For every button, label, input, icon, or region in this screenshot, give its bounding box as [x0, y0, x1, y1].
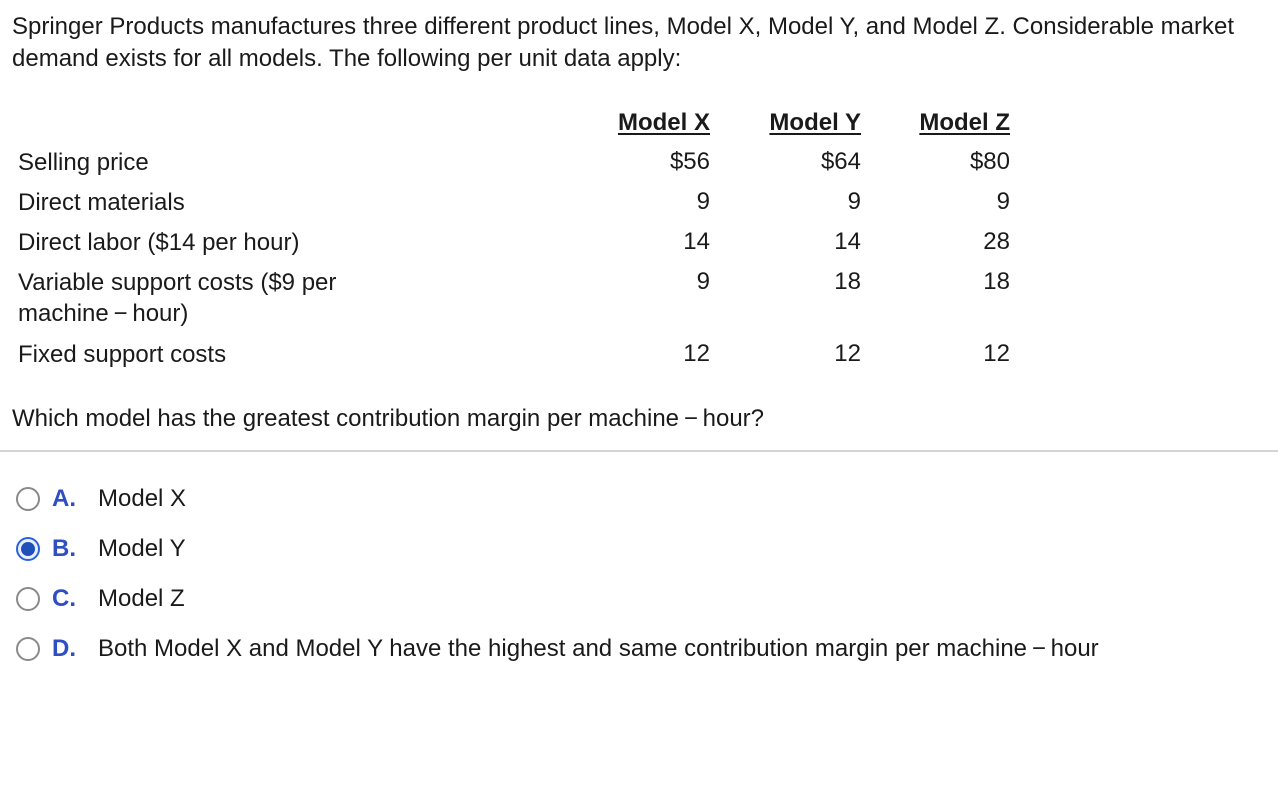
- cell-direct-labor-z: 28: [983, 228, 1010, 255]
- cell-direct-materials-y: 9: [847, 188, 861, 215]
- divider: [0, 450, 1278, 452]
- row-label-direct-materials: Direct materials: [18, 189, 185, 216]
- cell-direct-labor-x: 14: [683, 228, 710, 255]
- cell-variable-support-y: 18: [834, 268, 861, 295]
- option-c-text: Model Z: [98, 585, 185, 612]
- radio-button-option-b-selected[interactable]: [16, 537, 40, 561]
- cell-fixed-support-y: 12: [834, 340, 861, 367]
- cell-selling-price-y: $64: [820, 148, 861, 175]
- cell-variable-support-x: 9: [696, 268, 710, 295]
- cell-direct-labor-y: 14: [834, 228, 861, 255]
- radio-button-option-c[interactable]: [16, 587, 40, 611]
- cell-variable-support-z: 18: [983, 268, 1010, 295]
- option-d-letter: D.: [52, 635, 76, 662]
- option-c-letter: C.: [52, 585, 76, 612]
- question-text: Which model has the greatest contributio…: [12, 405, 765, 432]
- cell-selling-price-x: $56: [669, 148, 710, 175]
- cell-fixed-support-x: 12: [683, 340, 710, 367]
- option-c[interactable]: C. Model Z: [16, 584, 185, 614]
- option-b-letter: B.: [52, 535, 76, 562]
- option-b-text: Model Y: [98, 535, 186, 562]
- column-header-model-x: Model X: [617, 109, 710, 136]
- column-header-model-z: Model Z: [919, 109, 1010, 136]
- column-header-model-y: Model Y: [769, 109, 861, 136]
- cell-fixed-support-z: 12: [983, 340, 1010, 367]
- option-d-text: Both Model X and Model Y have the highes…: [98, 635, 1099, 662]
- row-label-variable-support-costs: Variable support costs ($9 per machine −…: [18, 269, 337, 327]
- row-label-fixed-support-costs: Fixed support costs: [18, 341, 227, 368]
- cell-selling-price-z: $80: [969, 148, 1010, 175]
- option-a-text: Model X: [98, 485, 187, 512]
- row-label-selling-price: Selling price: [18, 149, 149, 176]
- radio-button-option-d[interactable]: [16, 637, 40, 661]
- row-label-direct-labor: Direct labor ($14 per hour): [18, 229, 300, 256]
- cell-direct-materials-z: 9: [996, 188, 1010, 215]
- option-a-letter: A.: [52, 485, 76, 512]
- radio-button-option-a[interactable]: [16, 487, 40, 511]
- option-d[interactable]: D. Both Model X and Model Y have the hig…: [16, 634, 1099, 664]
- option-b[interactable]: B. Model Y: [16, 534, 186, 564]
- problem-intro: Springer Products manufactures three dif…: [12, 13, 1234, 72]
- option-a[interactable]: A. Model X: [16, 484, 186, 514]
- cell-direct-materials-x: 9: [696, 188, 710, 215]
